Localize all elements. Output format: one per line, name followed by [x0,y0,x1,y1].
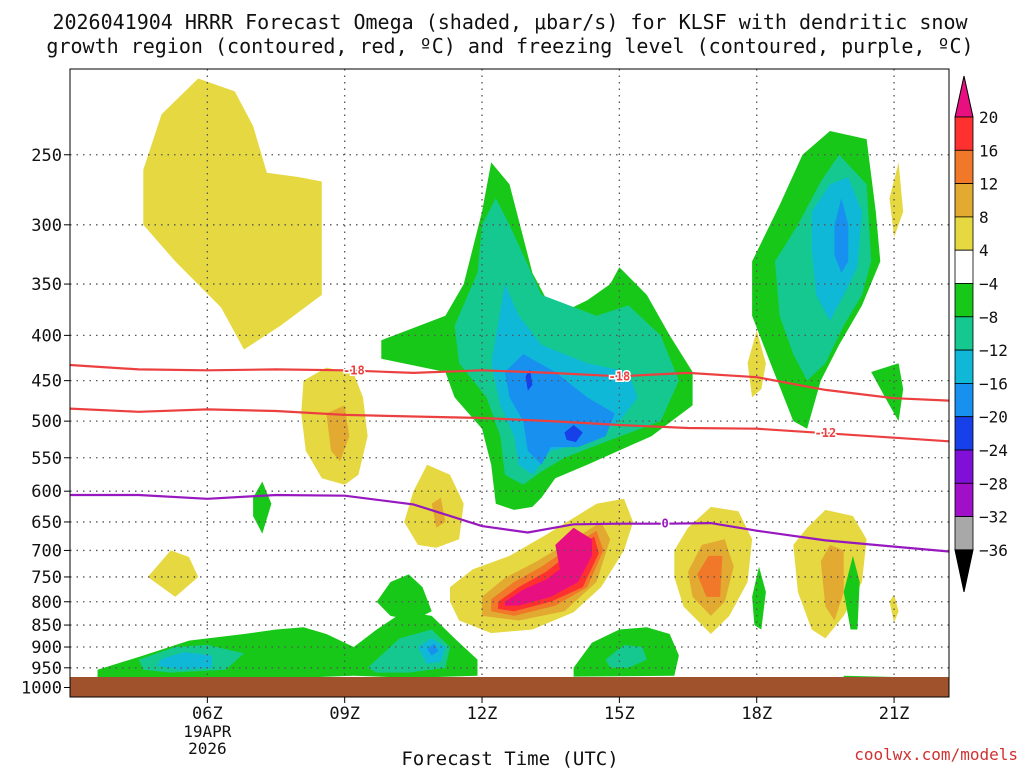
y-tick-label-500: 500 [31,412,62,432]
colorbar-label-10: −24 [979,441,1008,460]
omega-region-9 [889,162,904,238]
y-tick-label-850: 850 [31,616,62,636]
y-tick-label-300: 300 [31,216,62,236]
omega-region-41 [834,198,849,273]
y-tick-label-550: 550 [31,449,62,469]
omega-region-44 [525,369,533,391]
plot-area: -18 -18 -12 0 [69,68,950,698]
colorbar-swatch-7 [954,349,974,384]
y-tick-label-400: 400 [31,326,62,346]
colorbar-label-1: 16 [979,141,998,160]
omega-region-40 [504,354,615,465]
y-tick-label-350: 350 [31,275,62,295]
colorbar-swatch-1 [954,149,974,185]
x-tick-label-12Z: 12Z [467,704,498,724]
colorbar-swatch-5 [954,283,974,318]
y-tick-label-250: 250 [31,146,62,166]
x-tick-label-06Z: 06Z [192,704,223,724]
snow-growth-min12-line [70,407,949,443]
colorbar-label-4: 4 [979,241,989,260]
temperature-contours: -18 -18 -12 0 [70,362,949,553]
credit-link[interactable]: coolwx.com/models [854,745,1018,764]
x-tick-label-15Z: 15Z [604,704,635,724]
omega-region-17 [697,555,723,597]
date-label-1: 2026 [188,739,227,758]
omega-region-0 [143,78,322,350]
colorbar-swatch-12 [954,516,974,551]
y-tick-label-800: 800 [31,593,62,613]
omega-region-13 [326,405,350,462]
omega-region-38 [157,652,212,670]
x-tick-label-18Z: 18Z [741,704,772,724]
plot-frame [69,68,950,698]
colorbar-swatch-3 [954,216,974,251]
colorbar-label-3: 8 [979,208,989,227]
colorbar-label-6: −8 [979,308,998,327]
colorbar-label-0: 20 [979,108,998,127]
omega-region-4 [147,550,199,597]
freezing-level-label-0: 0 [662,517,669,531]
colorbar-label-7: −12 [979,341,1008,360]
x-tick-label-09Z: 09Z [329,704,360,724]
y-tick-label-750: 750 [31,568,62,588]
colorbar-label-2: 12 [979,175,998,194]
omega-region-30 [871,363,904,422]
y-tick-label-900: 900 [31,638,62,658]
omega-region-27 [752,566,766,630]
snow-growth-min18-label-0: -18 [343,364,365,378]
colorbar-swatch-10 [954,449,974,484]
freezing-level-line [70,493,949,553]
colorbar-label-8: −16 [979,374,1008,393]
omega-region-42 [427,643,439,656]
colorbar-swatch-0 [954,116,974,151]
y-tick-label-950: 950 [31,659,62,679]
omega-region-43 [564,425,583,443]
y-tick-label-1000: 1000 [21,679,62,699]
snow-growth-min12-label-0: -12 [815,426,837,440]
y-tick-label-600: 600 [31,482,62,502]
colorbar-label-13: −36 [979,541,1008,560]
snow-growth-min18-line [70,363,949,402]
omega-region-22 [376,574,432,621]
colorbar-label-9: −20 [979,408,1008,427]
x-tick-label-21Z: 21Z [879,704,910,724]
omega-region-19 [504,527,592,606]
date-label-0: 19APR [183,722,232,741]
grid [70,69,949,697]
colorbar-swatch-11 [954,482,974,517]
colorbar-swatch-9 [954,416,974,451]
snow-growth-min18-label-1: -18 [609,369,631,383]
y-tick-label-650: 650 [31,513,62,533]
colorbar-swatch-8 [954,382,974,418]
colorbar-swatch-4 [954,249,974,284]
colorbar-label-11: −28 [979,474,1008,493]
colorbar-swatch-6 [954,316,974,351]
colorbar-swatch-2 [954,183,974,218]
chart-title-line1: 2026041904 HRRR Forecast Omega (shaded, … [52,10,968,34]
chart-title-line2: growth region (contoured, red, ºC) and f… [46,34,973,58]
y-tick-label-700: 700 [31,541,62,561]
terrain-ground [70,677,949,697]
colorbar-label-12: −32 [979,508,1008,527]
x-axis-label: Forecast Time (UTC) [401,748,618,768]
y-axis: 2503003504004505005506006507007508008509… [21,146,70,699]
colorbar-label-5: −4 [979,275,998,294]
omega-region-35 [605,644,647,668]
colorbar: 20 16 12 8 4 −4 −8 −12 −16 −20 −24 −28 −32 −36 [954,75,1008,593]
omega-region-8 [747,330,766,398]
omega-region-28 [843,555,860,630]
y-tick-label-450: 450 [31,372,62,392]
colorbar-bottom-arrow [954,549,974,593]
